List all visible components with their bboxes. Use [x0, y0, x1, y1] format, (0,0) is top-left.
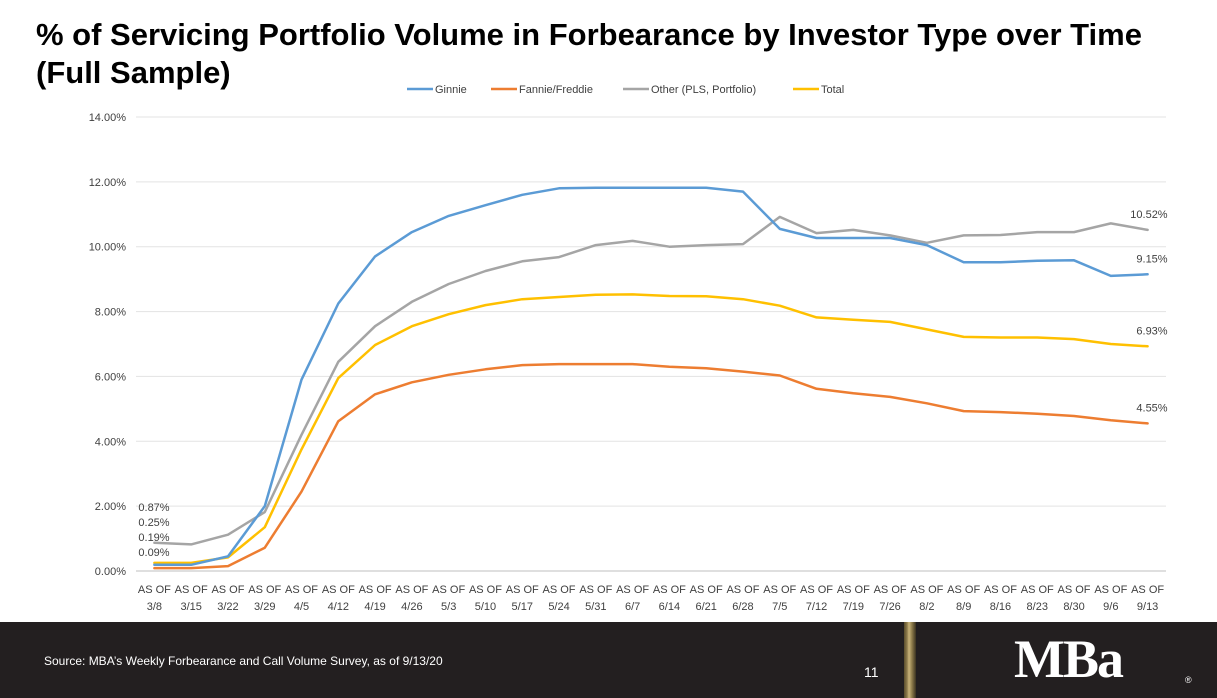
y-tick-label: 2.00%	[95, 501, 126, 513]
x-tick-label: AS OF 6/14	[653, 584, 686, 613]
x-tick-label: AS OF 4/5	[285, 584, 318, 613]
y-axis-ticks: 0.00% 2.00% 4.00% 6.00% 8.00% 10.00% 12.00% 14.…	[89, 112, 127, 578]
legend-item: Ginnie	[407, 84, 467, 96]
legend-item: Other (PLS, Portfolio)	[623, 84, 756, 96]
series-lines	[153, 186, 1149, 570]
x-tick-label: AS OF 6/28	[726, 584, 759, 613]
x-tick-label: AS OF 9/6	[1094, 584, 1127, 613]
series-line-fannie-freddie	[153, 362, 1149, 570]
x-tick-label: AS OF 5/10	[469, 584, 502, 613]
y-tick-label: 8.00%	[95, 307, 126, 319]
x-tick-label: AS OF 8/23	[1021, 584, 1054, 613]
data-label: 10.52%	[1130, 209, 1168, 221]
legend-label: Ginnie	[435, 84, 467, 96]
legend: Ginnie Fannie/Freddie Other (PLS, Portfoli…	[407, 84, 844, 96]
registered-mark: ®	[1185, 675, 1192, 685]
legend-label: Other (PLS, Portfolio)	[651, 84, 756, 96]
x-tick-label: AS OF 3/8	[138, 584, 171, 613]
y-tick-label: 6.00%	[95, 371, 126, 383]
y-tick-label: 12.00%	[89, 177, 127, 189]
x-tick-label: AS OF 7/12	[800, 584, 833, 613]
x-tick-label: AS OF 4/19	[359, 584, 392, 613]
data-labels: 0.87% 0.25% 0.19% 0.09% 10.52% 9.15% 6.93% 4.55…	[138, 209, 1167, 559]
series-line-other-pls-portfolio	[153, 215, 1149, 546]
x-tick-label: AS OF 5/17	[506, 584, 539, 613]
data-label: 0.87%	[138, 502, 169, 514]
x-tick-label: AS OF 8/9	[947, 584, 980, 613]
footer-bar: Source: MBA’s Weekly Forbearance and Cal…	[0, 622, 1217, 698]
y-tick-label: 10.00%	[89, 242, 127, 254]
data-label: 4.55%	[1136, 402, 1167, 414]
y-tick-label: 14.00%	[89, 112, 127, 124]
x-tick-label: AS OF 7/19	[837, 584, 870, 613]
x-tick-label: AS OF 5/3	[432, 584, 465, 613]
x-tick-label: AS OF 8/30	[1058, 584, 1091, 613]
gridlines	[136, 116, 1166, 572]
data-label: 0.19%	[138, 532, 169, 544]
source-note: Source: MBA’s Weekly Forbearance and Cal…	[44, 654, 443, 668]
x-tick-label: AS OF 3/22	[211, 584, 244, 613]
x-tick-label: AS OF 7/5	[763, 584, 796, 613]
legend-item: Fannie/Freddie	[491, 84, 593, 96]
x-tick-label: AS OF 4/26	[395, 584, 428, 613]
page-number: 11	[864, 664, 879, 680]
legend-label: Total	[821, 84, 844, 96]
x-tick-label: AS OF 5/24	[543, 584, 576, 613]
x-tick-label: AS OF 6/21	[690, 584, 723, 613]
mba-logo: MBa	[1014, 629, 1124, 689]
x-tick-label: AS OF 7/26	[874, 584, 907, 613]
x-tick-label: AS OF 3/15	[175, 584, 208, 613]
data-label: 0.25%	[138, 517, 169, 529]
footer-divider	[904, 622, 916, 698]
y-tick-label: 4.00%	[95, 436, 126, 448]
series-line-total	[153, 293, 1149, 565]
x-tick-label: AS OF 8/2	[910, 584, 943, 613]
legend-label: Fannie/Freddie	[519, 84, 593, 96]
x-tick-label: AS OF 8/16	[984, 584, 1017, 613]
line-chart: 0.00% 2.00% 4.00% 6.00% 8.00% 10.00% 12.00% 14.…	[89, 84, 1168, 613]
series-line-ginnie	[153, 186, 1149, 567]
x-tick-label: AS OF 4/12	[322, 584, 355, 613]
x-tick-label: AS OF 3/29	[248, 584, 281, 613]
x-tick-label: AS OF 5/31	[579, 584, 612, 613]
data-label: 9.15%	[1136, 253, 1167, 265]
data-label: 6.93%	[1136, 325, 1167, 337]
x-tick-label: AS OF 6/7	[616, 584, 649, 613]
page-title: % of Servicing Portfolio Volume in Forbe…	[36, 17, 1142, 90]
y-tick-label: 0.00%	[95, 566, 126, 578]
x-tick-label: AS OF 9/13	[1131, 584, 1164, 613]
data-label: 0.09%	[138, 547, 169, 559]
legend-item: Total	[793, 84, 844, 96]
